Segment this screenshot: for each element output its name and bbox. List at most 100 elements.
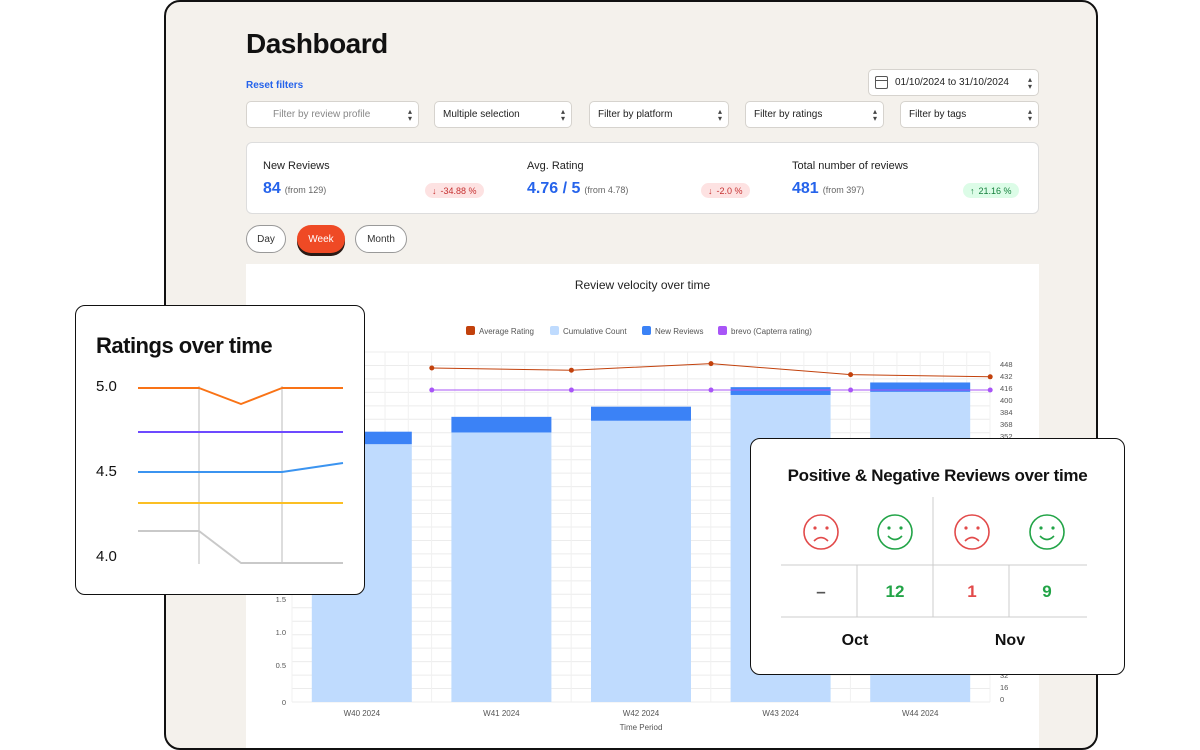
stat-value: 84 <box>263 180 281 197</box>
bar-new-reviews <box>591 406 691 421</box>
legend-label: brevo (Capterra rating) <box>731 327 812 336</box>
tags-filter-label: Filter by tags <box>909 109 967 120</box>
bar-new-reviews <box>730 387 831 395</box>
stat-value-row: 4.76 / 5 (from 4.78) <box>527 180 628 198</box>
y-left-tick: 0.5 <box>276 661 286 670</box>
review-profile-filter[interactable]: Filter by review profile ▴ ▾ <box>246 101 419 128</box>
average-rating-point <box>708 361 714 367</box>
y-right-tick: 416 <box>1000 384 1013 393</box>
face-mouth <box>964 536 980 542</box>
change-badge: ↓ -34.88 % <box>425 183 484 198</box>
stat-value-row: 84 (from 129) <box>263 180 326 198</box>
legend-swatch <box>550 326 559 335</box>
y-left-tick: 1.5 <box>276 595 286 604</box>
face-eye <box>887 526 891 530</box>
x-tick-label: W41 2024 <box>483 709 520 718</box>
chevron-updown-icon: ▴ ▾ <box>407 106 412 123</box>
multiple-selection-label: Multiple selection <box>443 109 520 120</box>
stat-label: New Reviews <box>263 160 330 172</box>
chevron-updown-icon: ▴ ▾ <box>1027 74 1032 91</box>
chevron-updown-icon: ▴ ▾ <box>1027 106 1032 123</box>
face-mouth <box>887 535 903 541</box>
review-profile-filter-label: Filter by review profile <box>273 109 371 120</box>
average-rating-point <box>848 372 854 378</box>
average-rating-point <box>987 374 993 380</box>
date-range-picker[interactable]: 01/10/2024 to 31/10/2024 ▴ ▾ <box>868 69 1039 96</box>
ratings-filter[interactable]: Filter by ratings ▴ ▾ <box>745 101 884 128</box>
arrow-down-icon: ↓ <box>432 185 437 196</box>
ratings-over-time-chart: 5.0 4.5 4.0 <box>96 378 344 565</box>
x-tick-label: W42 2024 <box>623 709 660 718</box>
face-eye <box>976 526 980 530</box>
multiple-selection-filter[interactable]: Multiple selection ▴ ▾ <box>434 101 572 128</box>
ratings-over-time-panel: Ratings over time 5.0 4.5 4.0 <box>75 305 365 595</box>
period-tab-day[interactable]: Day <box>246 225 286 253</box>
stat-from: (from 4.78) <box>584 185 629 195</box>
bar-new-reviews <box>451 416 552 433</box>
ratings-y-label: 4.0 <box>96 548 117 565</box>
period-tab-month[interactable]: Month <box>355 225 407 253</box>
ratings-filter-label: Filter by ratings <box>754 109 823 120</box>
oct-positive-count: 12 <box>886 582 905 601</box>
y-left-tick: 1.0 <box>276 628 286 637</box>
bar-new-reviews <box>870 382 971 392</box>
y-right-tick: 448 <box>1000 360 1013 369</box>
change-value: 21.16 % <box>978 185 1012 196</box>
face-mouth <box>813 536 829 542</box>
reset-filters-link[interactable]: Reset filters <box>246 80 304 91</box>
change-badge: ↓ -2.0 % <box>701 183 750 198</box>
average-rating-point <box>429 365 435 371</box>
legend-swatch <box>642 326 651 335</box>
y-right-tick: 368 <box>1000 420 1013 429</box>
nov-positive-count: 9 <box>1042 582 1051 601</box>
y-right-tick: 16 <box>1000 683 1008 692</box>
stat-label: Total number of reviews <box>792 160 909 172</box>
brevo-rating-point <box>848 387 854 393</box>
x-tick-label: W44 2024 <box>902 709 939 718</box>
period-tab-week[interactable]: Week <box>297 225 345 253</box>
ratings-line <box>138 387 343 405</box>
chevron-updown-icon: ▴ ▾ <box>872 106 877 123</box>
face-eye <box>899 526 903 530</box>
average-rating-point <box>568 367 574 373</box>
platform-filter[interactable]: Filter by platform ▴ ▾ <box>589 101 729 128</box>
filter-bar: Filter by review profile ▴ ▾ Multiple sel… <box>246 101 1039 128</box>
ratings-y-label: 5.0 <box>96 378 117 395</box>
month-label-nov: Nov <box>995 632 1025 649</box>
stat-from: (from 129) <box>284 185 327 195</box>
stat-from: (from 397) <box>822 185 865 195</box>
legend-label: Average Rating <box>479 327 534 336</box>
smiley-face-icon <box>877 514 913 550</box>
stat-total-reviews: Total number of reviews 481 (from 397) ↑ 2… <box>776 143 1040 215</box>
date-range-value: 01/10/2024 to 31/10/2024 <box>895 77 1009 88</box>
stat-value: 4.76 / 5 <box>527 180 581 197</box>
calendar-icon <box>875 76 888 89</box>
stat-value-row: 481 (from 397) <box>792 180 864 198</box>
legend-swatch <box>466 326 475 335</box>
stat-label: Avg. Rating <box>527 160 584 172</box>
sad-face-icon <box>803 514 839 550</box>
ratings-line <box>138 462 344 473</box>
change-badge: ↑ 21.16 % <box>963 183 1019 198</box>
sentiment-grid: – 12 1 9 Oct Nov <box>781 497 1087 649</box>
face-eye <box>825 526 829 530</box>
smiley-face-icon <box>1029 514 1065 550</box>
sentiment-panel-title: Positive & Negative Reviews over time <box>787 466 1088 485</box>
stat-new-reviews: New Reviews 84 (from 129) ↓ -34.88 % <box>247 143 511 215</box>
bar-cumulative-count <box>451 432 552 702</box>
page-title: Dashboard <box>246 28 388 59</box>
face-eye <box>813 526 817 530</box>
y-right-tick: 384 <box>1000 408 1013 417</box>
chart-title: Review velocity over time <box>574 278 711 292</box>
brevo-rating-point <box>708 387 714 393</box>
chevron-updown-icon: ▴ ▾ <box>717 106 722 123</box>
ratings-panel-title: Ratings over time <box>96 333 273 358</box>
chevron-updown-icon: ▴ ▾ <box>560 106 565 123</box>
nov-negative-count: 1 <box>967 582 976 601</box>
x-tick-label: W43 2024 <box>762 709 799 718</box>
tags-filter[interactable]: Filter by tags ▴ ▾ <box>900 101 1039 128</box>
face-eye <box>964 526 968 530</box>
brevo-rating-point <box>429 387 435 393</box>
bar-cumulative-count <box>591 420 691 702</box>
y-right-tick: 32 <box>1000 671 1008 680</box>
